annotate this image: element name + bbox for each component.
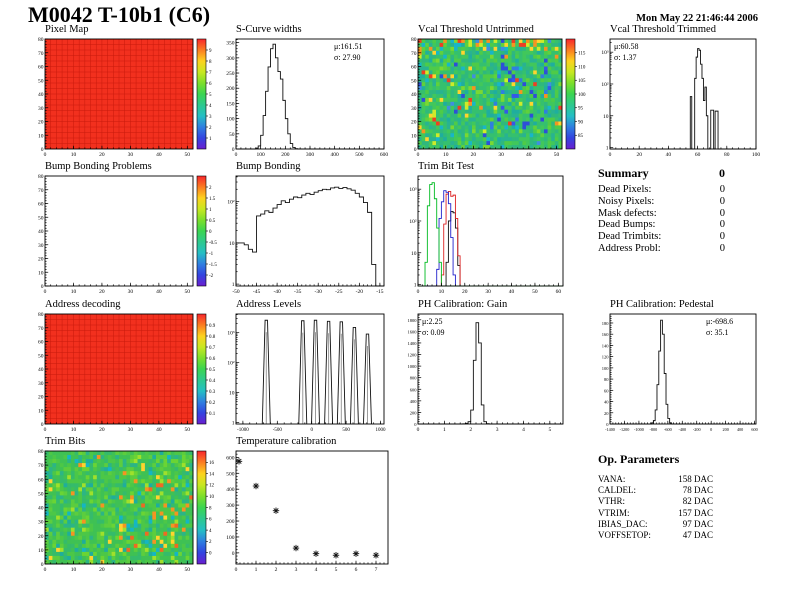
bump-bonding-problems-panel: Bump Bonding Problems <box>29 161 221 298</box>
op-parameter-row: CALDEL: 78 DAC <box>598 485 713 496</box>
summary-row: Dead Pixels: 0 <box>598 184 725 195</box>
report-timestamp: Mon May 22 21:46:44 2006 <box>636 13 758 24</box>
scurve-widths-title: S-Curve widths <box>236 24 302 35</box>
op-parameter-row: VANA: 158 DAC <box>598 474 713 484</box>
vcal-threshold-untrimmed-plot <box>402 36 590 160</box>
address-decoding-title: Address decoding <box>45 299 121 310</box>
trim-bits-title: Trim Bits <box>45 436 86 447</box>
trim-bit-test-panel: Trim Bit Test <box>402 161 570 298</box>
op-parameter-row: VTHR: 82 DAC <box>598 496 713 507</box>
op-parameter-row: IBIAS_DAC: 97 DAC <box>598 518 713 529</box>
op-parameter-row: VTRIM: 157 DAC <box>598 507 713 518</box>
trim-bits-plot <box>29 448 221 575</box>
trim-bit-test-title: Trim Bit Test <box>418 161 474 172</box>
op-parameter-row: VOFFSETOP: 47 DAC <box>598 530 713 541</box>
summary-row: Noisy Pixels: 0 <box>598 195 725 207</box>
ph-calibration-pedestal-panel: PH Calibration: Pedestal <box>594 299 763 436</box>
summary-panel: Summary 0 Dead Pixels: 0 Noisy Pixels: 0 M… <box>598 166 725 255</box>
summary-row: Address Probl: 0 <box>598 242 725 254</box>
bump-bonding-problems-title: Bump Bonding Problems <box>45 161 152 172</box>
pixel-map-title: Pixel Map <box>45 24 89 35</box>
address-decoding-panel: Address decoding <box>29 299 221 436</box>
scurve-widths-panel: S-Curve widths <box>220 24 391 161</box>
vcal-threshold-untrimmed-title: Vcal Threshold Untrimmed <box>418 24 534 35</box>
bump-bonding-title: Bump Bonding <box>236 161 301 172</box>
temperature-calibration-panel: Temperature calibration <box>220 436 395 576</box>
ph-calibration-gain-plot <box>402 311 570 435</box>
vcal-threshold-trimmed-plot <box>594 36 763 160</box>
pixel-map-panel: Pixel Map <box>29 24 221 161</box>
vcal-threshold-trimmed-panel: Vcal Threshold Trimmed <box>594 24 763 161</box>
vcal-threshold-untrimmed-panel: Vcal Threshold Untrimmed <box>402 24 590 161</box>
bump-bonding-problems-plot <box>29 173 221 297</box>
summary-title: Summary <box>598 166 649 180</box>
trim-bits-panel: Trim Bits <box>29 436 221 576</box>
summary-row: Dead Bumps: 0 <box>598 219 725 231</box>
op-parameters-panel: Op. Parameters VANA: 158 DAC CALDEL: 78 DA… <box>598 452 713 541</box>
ph-calibration-pedestal-title: PH Calibration: Pedestal <box>610 299 714 310</box>
bump-bonding-panel: Bump Bonding <box>220 161 391 298</box>
summary-total: 0 <box>719 166 725 180</box>
address-decoding-plot <box>29 311 221 435</box>
vcal-threshold-trimmed-title: Vcal Threshold Trimmed <box>610 24 716 35</box>
summary-row: Mask defects: 0 <box>598 207 725 219</box>
trim-bit-test-plot <box>402 173 570 297</box>
address-levels-plot <box>220 311 391 435</box>
ph-calibration-gain-title: PH Calibration: Gain <box>418 299 508 310</box>
address-levels-title: Address Levels <box>236 299 302 310</box>
op-parameters-title: Op. Parameters <box>598 452 680 466</box>
temperature-calibration-title: Temperature calibration <box>236 436 337 447</box>
scurve-widths-plot <box>220 36 391 160</box>
pixel-map-plot <box>29 36 221 160</box>
ph-calibration-gain-panel: PH Calibration: Gain <box>402 299 570 436</box>
bump-bonding-plot <box>220 173 391 297</box>
ph-calibration-pedestal-plot <box>594 311 763 435</box>
address-levels-panel: Address Levels <box>220 299 391 436</box>
temperature-calibration-plot <box>220 448 395 575</box>
page-title: M0042 T-10b1 (C6) <box>28 2 211 27</box>
summary-row: Dead Trimbits: 0 <box>598 231 725 243</box>
